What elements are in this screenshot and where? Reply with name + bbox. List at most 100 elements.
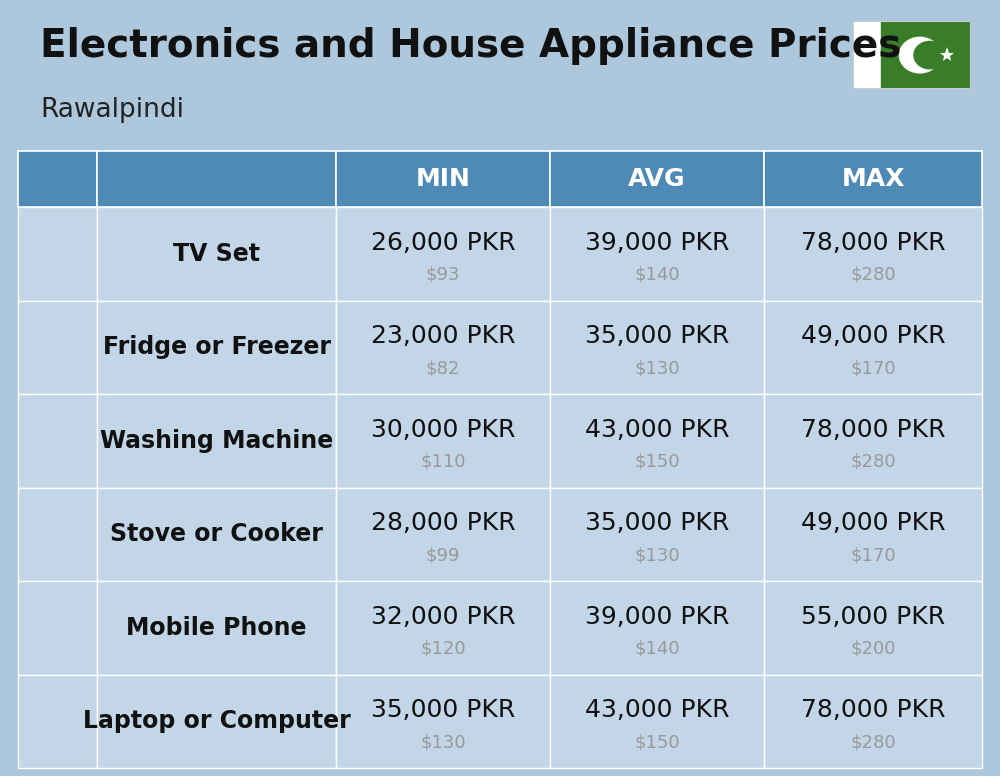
Circle shape bbox=[914, 41, 945, 69]
Bar bbox=[50, 732, 53, 733]
Text: $82: $82 bbox=[426, 359, 460, 377]
Circle shape bbox=[71, 418, 77, 424]
Bar bbox=[35, 243, 48, 251]
Text: $150: $150 bbox=[634, 733, 680, 751]
Bar bbox=[35, 254, 48, 262]
Text: $120: $120 bbox=[420, 639, 466, 657]
Text: $140: $140 bbox=[634, 265, 680, 283]
Text: Mobile Phone: Mobile Phone bbox=[126, 616, 307, 640]
Text: Stove or Cooker: Stove or Cooker bbox=[110, 522, 323, 546]
Polygon shape bbox=[25, 730, 90, 738]
FancyBboxPatch shape bbox=[45, 631, 52, 637]
FancyBboxPatch shape bbox=[63, 614, 70, 620]
Text: 78,000 PKR: 78,000 PKR bbox=[801, 417, 945, 442]
Circle shape bbox=[37, 428, 78, 463]
Bar bbox=[35, 345, 80, 372]
Bar bbox=[56, 732, 59, 733]
Circle shape bbox=[48, 438, 51, 440]
Bar bbox=[76, 324, 80, 326]
Text: MAX: MAX bbox=[841, 168, 905, 191]
Text: AVG: AVG bbox=[628, 168, 686, 191]
Text: $150: $150 bbox=[634, 452, 680, 470]
FancyBboxPatch shape bbox=[37, 526, 78, 553]
Bar bbox=[55, 699, 62, 727]
Text: $170: $170 bbox=[850, 359, 896, 377]
Circle shape bbox=[38, 514, 45, 519]
Circle shape bbox=[56, 435, 59, 437]
FancyBboxPatch shape bbox=[54, 622, 61, 629]
Bar bbox=[56, 734, 59, 735]
Polygon shape bbox=[32, 234, 51, 251]
Bar bbox=[40, 352, 45, 362]
Bar bbox=[68, 734, 71, 735]
Text: 30,000 PKR: 30,000 PKR bbox=[371, 417, 515, 442]
Bar bbox=[62, 734, 65, 735]
Bar bbox=[31, 732, 34, 733]
Text: 26,000 PKR: 26,000 PKR bbox=[371, 230, 515, 255]
Circle shape bbox=[56, 454, 59, 456]
Bar bbox=[81, 732, 84, 733]
Text: $130: $130 bbox=[420, 733, 466, 751]
Circle shape bbox=[899, 37, 940, 73]
Bar bbox=[32, 234, 84, 265]
Text: MIN: MIN bbox=[416, 168, 471, 191]
Bar bbox=[37, 734, 41, 735]
Bar bbox=[70, 699, 77, 727]
FancyBboxPatch shape bbox=[54, 614, 61, 620]
Circle shape bbox=[41, 431, 74, 460]
Bar bbox=[68, 732, 71, 733]
Circle shape bbox=[50, 532, 65, 546]
Text: 39,000 PKR: 39,000 PKR bbox=[585, 230, 729, 255]
Circle shape bbox=[45, 444, 48, 447]
Bar bbox=[44, 732, 47, 733]
Text: 23,000 PKR: 23,000 PKR bbox=[371, 324, 515, 348]
Text: 49,000 PKR: 49,000 PKR bbox=[801, 511, 945, 535]
Text: 43,000 PKR: 43,000 PKR bbox=[585, 698, 729, 722]
Bar bbox=[35, 322, 80, 345]
Bar bbox=[76, 341, 80, 344]
Text: $280: $280 bbox=[850, 452, 896, 470]
FancyBboxPatch shape bbox=[36, 600, 82, 656]
Circle shape bbox=[52, 533, 63, 542]
Text: $130: $130 bbox=[634, 546, 680, 564]
Text: 49,000 PKR: 49,000 PKR bbox=[801, 324, 945, 348]
Text: 55,000 PKR: 55,000 PKR bbox=[801, 605, 945, 629]
FancyBboxPatch shape bbox=[45, 614, 52, 620]
Text: $200: $200 bbox=[850, 639, 896, 657]
Text: Electronics and House Appliance Prices: Electronics and House Appliance Prices bbox=[40, 27, 901, 65]
Text: 35,000 PKR: 35,000 PKR bbox=[585, 324, 729, 348]
Bar bbox=[853, 21, 881, 89]
Circle shape bbox=[45, 420, 50, 424]
Bar bbox=[28, 231, 87, 268]
Bar bbox=[41, 527, 74, 530]
Circle shape bbox=[36, 420, 40, 424]
Bar bbox=[31, 734, 34, 735]
Text: 35,000 PKR: 35,000 PKR bbox=[585, 511, 729, 535]
Text: $93: $93 bbox=[426, 265, 460, 283]
FancyBboxPatch shape bbox=[54, 631, 61, 637]
Text: $280: $280 bbox=[850, 733, 896, 751]
Bar bbox=[35, 322, 80, 372]
Text: Laptop or Computer: Laptop or Computer bbox=[83, 709, 350, 733]
Bar bbox=[35, 465, 40, 468]
Bar bbox=[43, 610, 75, 650]
FancyBboxPatch shape bbox=[63, 622, 70, 629]
Text: $110: $110 bbox=[420, 452, 466, 470]
Polygon shape bbox=[28, 696, 87, 730]
Circle shape bbox=[64, 438, 67, 440]
Text: $130: $130 bbox=[634, 359, 680, 377]
Polygon shape bbox=[33, 699, 82, 727]
Text: 39,000 PKR: 39,000 PKR bbox=[585, 605, 729, 629]
Text: 78,000 PKR: 78,000 PKR bbox=[801, 230, 945, 255]
Text: 78,000 PKR: 78,000 PKR bbox=[801, 698, 945, 722]
Text: $170: $170 bbox=[850, 546, 896, 564]
Bar bbox=[28, 416, 87, 427]
Circle shape bbox=[64, 451, 67, 453]
Circle shape bbox=[58, 604, 60, 605]
Circle shape bbox=[48, 451, 51, 453]
FancyBboxPatch shape bbox=[45, 622, 52, 629]
Circle shape bbox=[55, 420, 60, 424]
Bar bbox=[50, 734, 53, 735]
Text: Fridge or Freezer: Fridge or Freezer bbox=[103, 335, 331, 359]
Bar bbox=[44, 734, 47, 735]
